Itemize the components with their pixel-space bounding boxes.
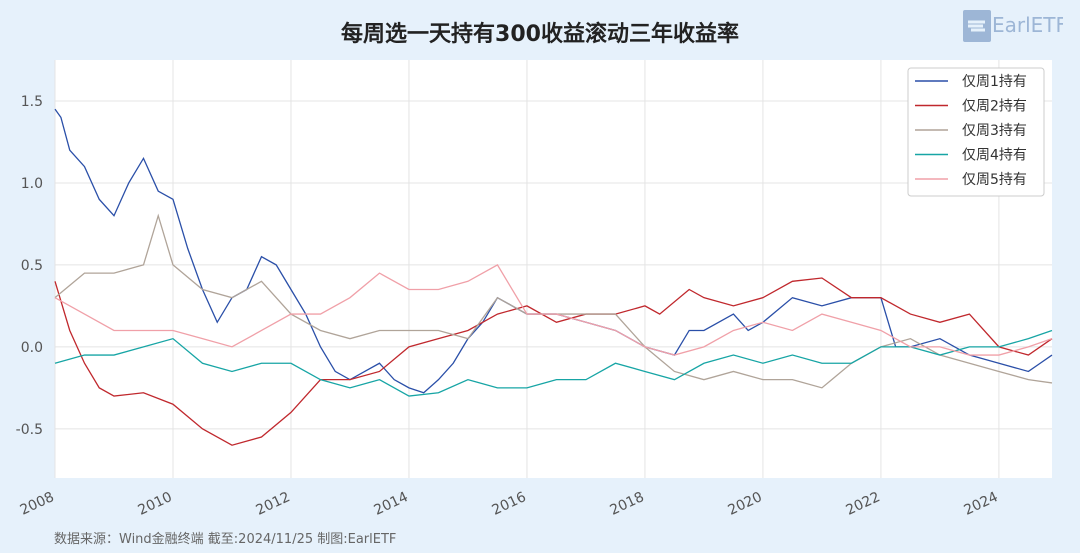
chart-title: 每周选一天持有300收益滚动三年收益率: [341, 22, 739, 47]
legend-label: 仅周4持有: [962, 148, 1027, 164]
x-tick-label: 2008: [18, 489, 57, 519]
legend-label: 仅周1持有: [962, 74, 1027, 90]
source-note: 数据来源：Wind金融终端 截至:2024/11/25 制图:EarlETF: [54, 532, 397, 547]
legend-label: 仅周2持有: [962, 99, 1027, 115]
x-tick-label: 2014: [372, 489, 411, 519]
x-tick-label: 2018: [608, 489, 647, 519]
y-tick-label: 1.0: [21, 176, 43, 192]
series-line-4: [54, 329, 1053, 397]
series-line-5: [54, 264, 1053, 356]
y-tick-label: 1.5: [21, 94, 43, 110]
x-tick-label: 2012: [254, 489, 293, 519]
legend-label: 仅周5持有: [962, 172, 1027, 188]
plot-area: [55, 60, 1052, 478]
series-line-1: [54, 108, 1053, 394]
x-tick-label: 2016: [490, 489, 529, 519]
y-tick-label: 0.5: [21, 258, 43, 274]
earletf-logo: EarlETF: [963, 10, 1063, 42]
x-tick-label: 2024: [962, 489, 1001, 519]
legend-box: [907, 67, 1045, 197]
y-tick-label: 0.0: [21, 340, 43, 356]
svg-text:EarlETF: EarlETF: [992, 13, 1063, 37]
legend-label: 仅周3持有: [962, 123, 1027, 139]
y-tick-label: -0.5: [16, 422, 43, 438]
x-tick-label: 2022: [844, 489, 883, 519]
x-tick-label: 2010: [136, 489, 175, 519]
x-tick-label: 2020: [726, 489, 765, 519]
